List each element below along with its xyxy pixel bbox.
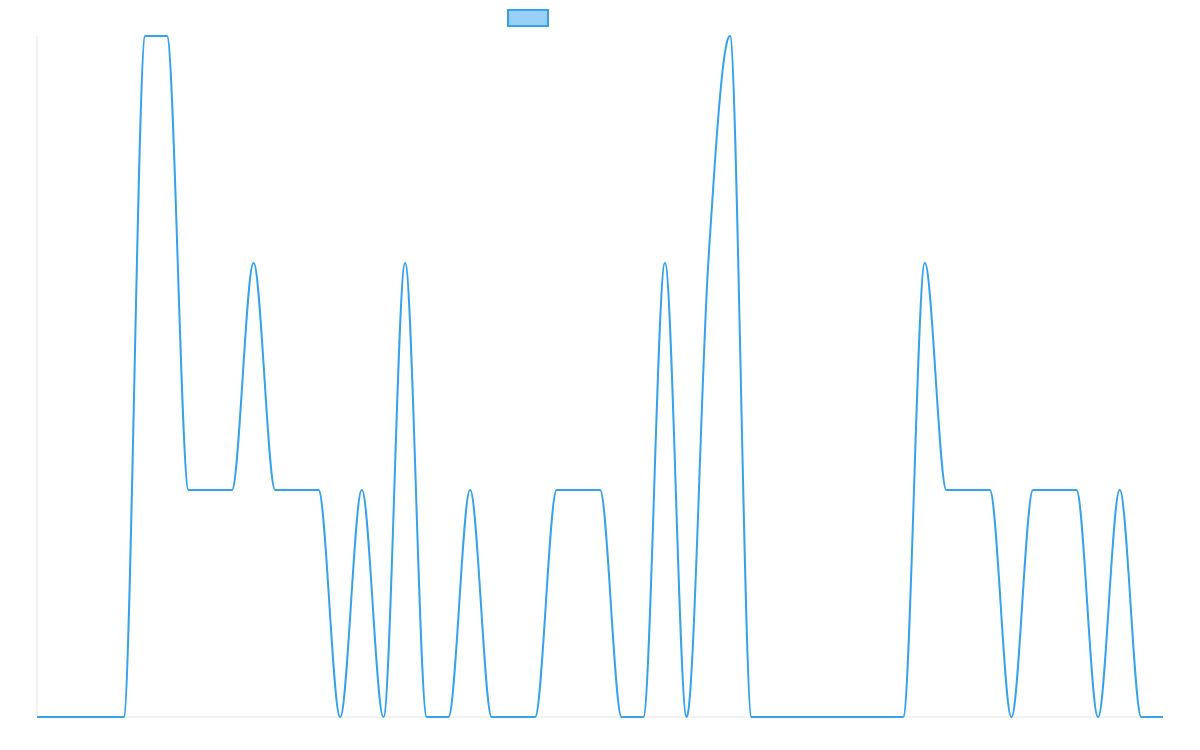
data-point[interactable]	[77, 714, 83, 720]
data-point[interactable]	[684, 714, 690, 720]
data-point[interactable]	[1052, 487, 1058, 493]
data-point[interactable]	[1095, 714, 1101, 720]
data-point[interactable]	[597, 487, 603, 493]
data-point[interactable]	[229, 487, 235, 493]
legend-swatch[interactable]	[507, 9, 549, 27]
data-point[interactable]	[1030, 487, 1036, 493]
data-point[interactable]	[251, 260, 257, 266]
data-point[interactable]	[1160, 714, 1166, 720]
data-point[interactable]	[510, 714, 516, 720]
data-point[interactable]	[987, 487, 993, 493]
data-point[interactable]	[943, 487, 949, 493]
data-point[interactable]	[1117, 487, 1123, 493]
data-point[interactable]	[1138, 714, 1144, 720]
data-point[interactable]	[467, 487, 473, 493]
data-point[interactable]	[337, 714, 343, 720]
data-point[interactable]	[575, 487, 581, 493]
data-point[interactable]	[814, 714, 820, 720]
data-point[interactable]	[619, 714, 625, 720]
data-point[interactable]	[142, 33, 148, 39]
data-point[interactable]	[99, 714, 105, 720]
data-point[interactable]	[424, 714, 430, 720]
data-point[interactable]	[554, 487, 560, 493]
data-point[interactable]	[121, 714, 127, 720]
legend[interactable]	[507, 9, 549, 27]
data-point[interactable]	[922, 260, 928, 266]
data-point[interactable]	[402, 260, 408, 266]
data-point[interactable]	[965, 487, 971, 493]
data-point[interactable]	[532, 714, 538, 720]
data-point[interactable]	[727, 33, 733, 39]
data-point[interactable]	[445, 714, 451, 720]
series-line-0[interactable]	[36, 35, 1163, 719]
data-point[interactable]	[640, 714, 646, 720]
series-group	[34, 33, 1166, 720]
data-point[interactable]	[900, 714, 906, 720]
data-point[interactable]	[186, 487, 192, 493]
data-point[interactable]	[34, 714, 40, 720]
data-point[interactable]	[879, 714, 885, 720]
data-point[interactable]	[792, 714, 798, 720]
data-point[interactable]	[316, 487, 322, 493]
data-point[interactable]	[56, 714, 62, 720]
data-point[interactable]	[1008, 714, 1014, 720]
data-point[interactable]	[359, 487, 365, 493]
data-point[interactable]	[749, 714, 755, 720]
data-point[interactable]	[835, 714, 841, 720]
data-point[interactable]	[770, 714, 776, 720]
data-point[interactable]	[164, 33, 170, 39]
data-point[interactable]	[705, 260, 711, 266]
data-point[interactable]	[272, 487, 278, 493]
data-point[interactable]	[662, 260, 668, 266]
data-point[interactable]	[380, 714, 386, 720]
data-point[interactable]	[294, 487, 300, 493]
data-point[interactable]	[857, 714, 863, 720]
data-point[interactable]	[489, 714, 495, 720]
data-point[interactable]	[207, 487, 213, 493]
data-point[interactable]	[1073, 487, 1079, 493]
